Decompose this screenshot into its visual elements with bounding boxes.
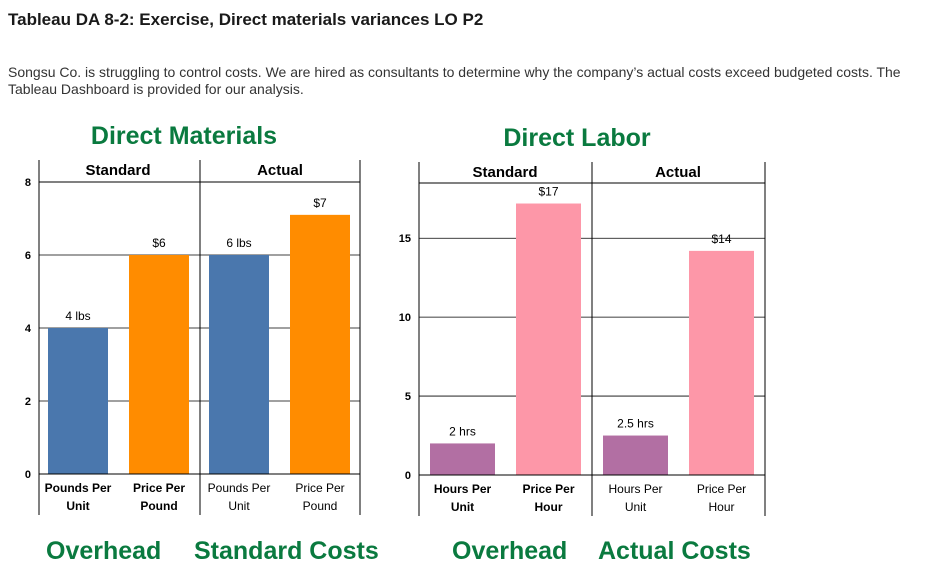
dm-bar <box>129 255 189 474</box>
footer-standard-costs: Standard Costs <box>194 537 379 565</box>
dm-data-label: $6 <box>152 236 166 250</box>
dm-data-label: $7 <box>313 196 327 210</box>
dm-y-tick-label: 8 <box>25 177 31 189</box>
dl-group-label-actual: Actual <box>655 164 701 181</box>
dm-category-label: Price Per <box>295 481 344 495</box>
dm-category-label: Pound <box>140 499 177 513</box>
dl-y-tick-label: 10 <box>399 312 411 324</box>
dm-category-label: Price Per <box>133 481 185 495</box>
dl-group-label-standard: Standard <box>472 164 537 181</box>
dl-category-label: Price Per <box>522 482 574 496</box>
dm-bar <box>209 255 269 474</box>
dm-group-label-actual: Actual <box>257 162 303 179</box>
dl-y-tick-label: 15 <box>399 233 411 245</box>
dm-bar <box>48 328 108 474</box>
dm-group-label-standard: Standard <box>85 162 150 179</box>
dm-bar <box>290 214 350 474</box>
dl-category-label: Hours Per <box>608 482 662 496</box>
dm-y-tick-label: 0 <box>25 469 31 481</box>
dl-data-label: 2.5 hrs <box>617 417 654 431</box>
direct-materials-title: Direct Materials <box>90 122 278 150</box>
dl-category-label: Hours Per <box>434 482 492 496</box>
dl-y-tick-label: 5 <box>405 391 411 403</box>
charts-canvas: 0 2 4 6 8 Standard Actual 4 lbs Pounds Per Unit $6… <box>25 160 766 516</box>
dm-category-label: Pounds Per <box>208 481 271 495</box>
dl-bar <box>689 250 754 475</box>
dl-category-label: Unit <box>625 500 647 514</box>
dl-category-label: Hour <box>535 500 563 514</box>
dm-category-label: Unit <box>66 499 89 513</box>
dl-bar <box>516 203 581 475</box>
direct-labor-title: Direct Labor <box>503 124 651 152</box>
dm-category-label: Pounds Per <box>45 481 112 495</box>
dl-bar <box>430 443 495 475</box>
dm-data-label: 6 lbs <box>226 236 251 250</box>
dl-data-label: 2 hrs <box>449 424 476 438</box>
dm-category-label: Pound <box>303 499 338 513</box>
dl-category-label: Price Per <box>697 482 746 496</box>
dl-y-tick-label: 0 <box>405 470 411 482</box>
intro-paragraph: Songsu Co. is struggling to control cost… <box>8 64 901 97</box>
dl-data-label: $14 <box>711 232 731 246</box>
dm-y-tick-label: 2 <box>25 396 31 408</box>
dl-bar <box>603 435 668 475</box>
dm-y-tick-label: 6 <box>25 250 31 262</box>
page-title: Tableau DA 8-2: Exercise, Direct materia… <box>8 10 484 29</box>
dl-category-label: Hour <box>708 500 734 514</box>
dl-category-label: Unit <box>451 500 474 514</box>
dm-category-label: Unit <box>228 499 250 513</box>
footer-overhead-actual-left: Overhead <box>452 537 568 565</box>
footer-overhead-standard-left: Overhead <box>46 537 162 565</box>
dm-y-tick-label: 4 <box>25 323 32 335</box>
footer-actual-costs: Actual Costs <box>598 537 751 565</box>
dl-data-label: $17 <box>538 185 558 199</box>
dm-data-label: 4 lbs <box>65 309 90 323</box>
